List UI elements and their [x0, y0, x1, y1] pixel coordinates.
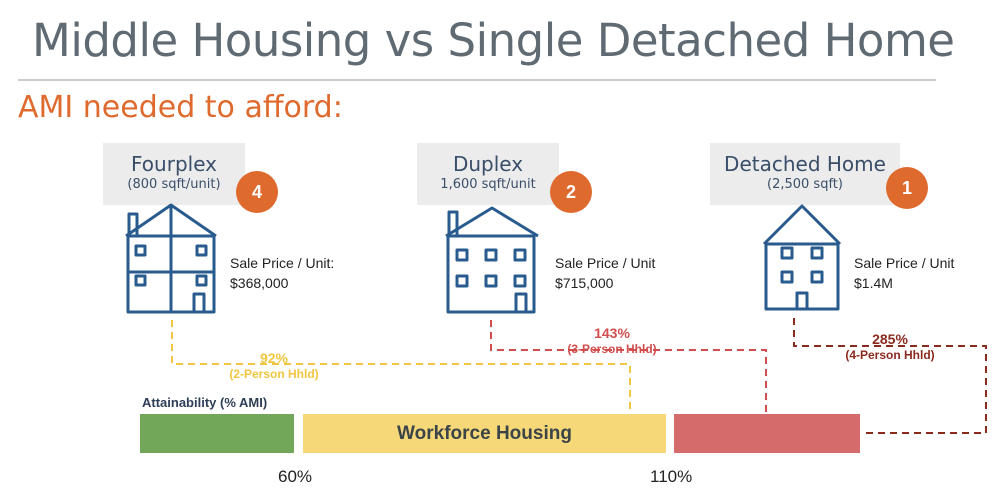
- price-fourplex: Sale Price / Unit: $368,000: [230, 253, 334, 293]
- home-card-duplex: Duplex 1,600 sqft/unit: [417, 143, 559, 205]
- ami-label-fourplex: 92% (2-Person Hhld): [214, 349, 334, 382]
- price-detached: Sale Price / Unit $1.4M: [854, 253, 954, 293]
- fourplex-house-icon: [125, 203, 217, 314]
- attainability-label: Attainability (% AMI): [142, 395, 268, 410]
- home-size: (800 sqft/unit): [127, 177, 221, 192]
- ami-label-duplex: 143% (3-Person Hhld): [552, 324, 672, 357]
- price-label: Sale Price / Unit:: [230, 255, 335, 271]
- home-name: Fourplex: [131, 152, 217, 176]
- market-rate-band: [674, 414, 860, 453]
- title-divider: [18, 79, 936, 81]
- affordable-band: [140, 414, 294, 453]
- price-label: Sale Price / Unit: [854, 255, 955, 271]
- price-value: $1.4M: [854, 275, 893, 291]
- duplex-house-icon: [445, 206, 539, 314]
- ami-percent: 92%: [259, 350, 289, 366]
- unit-count-badge: 1: [886, 167, 928, 209]
- price-duplex: Sale Price / Unit $715,000: [555, 253, 655, 293]
- detached-ami-connector: [793, 318, 987, 434]
- workforce-housing-band: Workforce Housing: [303, 414, 666, 453]
- home-size: (2,500 sqft): [767, 177, 843, 192]
- price-value: $715,000: [555, 275, 614, 291]
- tick-label-60: 60%: [278, 467, 313, 486]
- home-size: 1,600 sqft/unit: [440, 177, 536, 192]
- subtitle: AMI needed to afford:: [18, 90, 343, 125]
- ami-percent: 143%: [594, 325, 630, 341]
- home-card-fourplex: Fourplex (800 sqft/unit): [103, 143, 245, 205]
- ami-label-detached: 285% (4-Person Hhld): [830, 330, 950, 363]
- household-size: (3-Person Hhld): [567, 342, 657, 356]
- home-name: Detached Home: [724, 152, 886, 176]
- household-size: (2-Person Hhld): [229, 367, 319, 381]
- unit-count-badge: 4: [236, 171, 278, 213]
- home-card-detached: Detached Home (2,500 sqft): [710, 143, 900, 205]
- tick-label-110: 110%: [650, 467, 693, 486]
- home-name: Duplex: [452, 152, 524, 176]
- price-label: Sale Price / Unit: [555, 255, 656, 271]
- page-title: Middle Housing vs Single Detached Home: [32, 14, 955, 67]
- ami-percent: 285%: [872, 331, 908, 347]
- detached-house-icon: [762, 204, 842, 311]
- household-size: (4-Person Hhld): [845, 348, 935, 362]
- duplex-ami-connector: [490, 320, 767, 412]
- price-value: $368,000: [230, 275, 289, 291]
- unit-count-badge: 2: [550, 171, 592, 213]
